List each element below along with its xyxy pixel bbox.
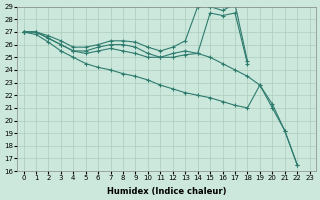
X-axis label: Humidex (Indice chaleur): Humidex (Indice chaleur) [107,187,226,196]
